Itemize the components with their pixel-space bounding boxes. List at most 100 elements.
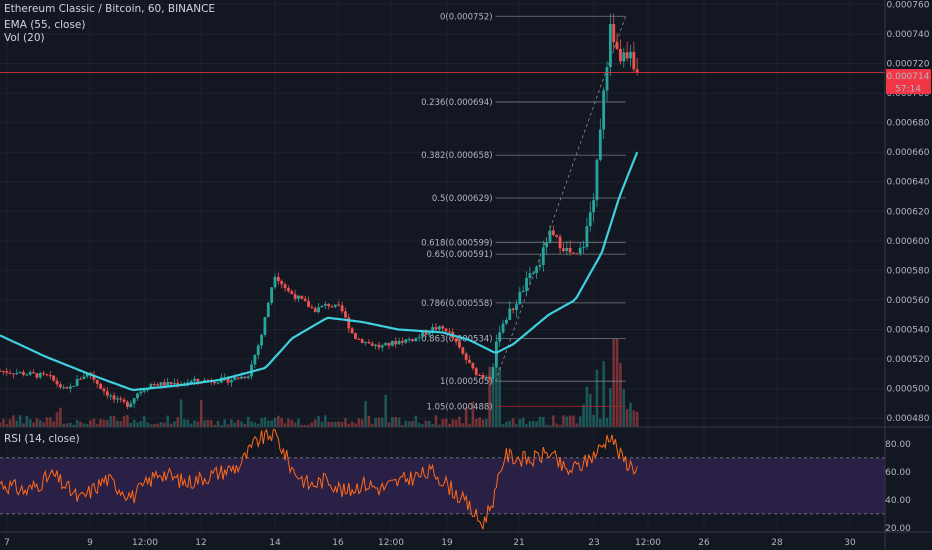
volume-bar (568, 415, 572, 427)
volume-bar (42, 422, 45, 427)
ema-legend[interactable]: EMA (55, close) (4, 19, 86, 31)
fib-level-label: 0.786(0.000558) (421, 299, 493, 309)
volume-bar (173, 421, 176, 427)
volume-bar (320, 421, 324, 427)
trend-line[interactable] (495, 16, 627, 382)
volume-bar (146, 422, 149, 427)
candle-body (548, 230, 552, 243)
volume-bar (531, 420, 535, 427)
volume-bar (156, 423, 159, 427)
volume-bar (327, 422, 330, 427)
candle-body (260, 334, 263, 346)
volume-bar (498, 367, 501, 427)
volume-bar (159, 422, 163, 427)
candle-body (240, 376, 243, 379)
volume-bar (216, 420, 220, 427)
candle-body (330, 306, 334, 308)
candle-body (390, 340, 394, 346)
candle-body (18, 372, 22, 374)
candle-body (431, 327, 435, 333)
volume-bar (297, 418, 300, 427)
candle-body (568, 247, 572, 253)
candle-body (99, 383, 103, 389)
volume-bar (5, 424, 9, 427)
candle-body (592, 200, 596, 213)
volume-bar (35, 418, 39, 427)
volume-bar (558, 424, 562, 427)
volume-bar (602, 361, 605, 427)
volume-bar (609, 388, 612, 427)
volume-bar (330, 421, 334, 427)
price-tick-label: 0.000540 (887, 325, 930, 335)
price-tick-label: 0.000740 (887, 30, 930, 40)
fib-level-label: 1(0.000505) (440, 377, 493, 387)
volume-bar (458, 416, 461, 427)
candle-body (115, 398, 119, 400)
volume-bar (189, 423, 193, 427)
candle-body (300, 295, 304, 299)
rsi-axis[interactable]: 20.00 40.00 60.00 80.00 (885, 440, 911, 534)
candle-body (461, 347, 465, 354)
symbol-title[interactable]: Ethereum Classic / Bitcoin, 60, BINANCE (4, 3, 216, 15)
price-tick-label: 0.000600 (887, 237, 930, 247)
candle-body (588, 212, 592, 227)
volume-bar (599, 418, 602, 427)
candle-body (126, 401, 129, 408)
volume-bar (474, 418, 478, 427)
candle-body (142, 390, 146, 392)
candle-body (193, 378, 196, 381)
candle-body (276, 276, 280, 282)
volume-legend[interactable]: Vol (20) (4, 32, 45, 44)
volume-bar (364, 400, 367, 427)
volume-bar (106, 420, 109, 427)
time-tick-label: 19 (441, 538, 453, 548)
candle-body (283, 284, 287, 289)
candle-body (129, 403, 133, 408)
candle-body (538, 264, 542, 267)
volume-bar (287, 418, 290, 427)
last-price-label: 0.000714 (887, 72, 930, 82)
candle-body (374, 344, 378, 346)
fib-level-label: 0.65(0.000591) (426, 250, 492, 260)
candle-body (551, 230, 555, 236)
candle-body (521, 290, 525, 292)
volume-bar (535, 421, 538, 427)
volume-bar (588, 393, 592, 427)
volume-bar (186, 419, 190, 427)
candle-body (508, 308, 512, 320)
candle-body (22, 372, 25, 375)
candle-body (357, 338, 361, 340)
candle-body (333, 304, 337, 307)
countdown-label: 57:14 (895, 85, 921, 95)
fib-level-label: 0.618(0.000599) (421, 238, 493, 248)
volume-bar (102, 419, 106, 427)
candle-body (307, 301, 310, 308)
volume-bar (391, 417, 394, 427)
time-axis[interactable]: 7 9 12:00 12 14 16 12:00 19 21 23 12:00 26 28 30 (4, 538, 856, 548)
volume-bar (313, 419, 317, 427)
candle-body (230, 380, 233, 383)
candle-body (320, 305, 324, 308)
volume-bar (8, 419, 12, 427)
candle-body (535, 266, 538, 273)
rsi-legend[interactable]: RSI (14, close) (4, 433, 80, 445)
candle-body (132, 398, 136, 404)
candle-body (401, 340, 404, 343)
candle-body (35, 373, 39, 378)
candle-body (605, 67, 609, 91)
volume-bar (612, 339, 616, 427)
candle-body (149, 384, 153, 389)
volume-bar (495, 367, 498, 427)
candle-body (85, 372, 89, 377)
price-axis[interactable]: 0.000480 0.000500 0.000520 0.000540 0.000560… (887, 0, 930, 424)
volume-bar (541, 416, 545, 427)
volume-bar (89, 420, 92, 427)
volume-bar (213, 424, 216, 427)
candle-body (196, 378, 200, 382)
candle-body (233, 377, 237, 381)
volume-bar (471, 401, 475, 427)
volume-bar (166, 415, 169, 427)
candle-body (72, 385, 76, 387)
candle-body (417, 336, 421, 338)
